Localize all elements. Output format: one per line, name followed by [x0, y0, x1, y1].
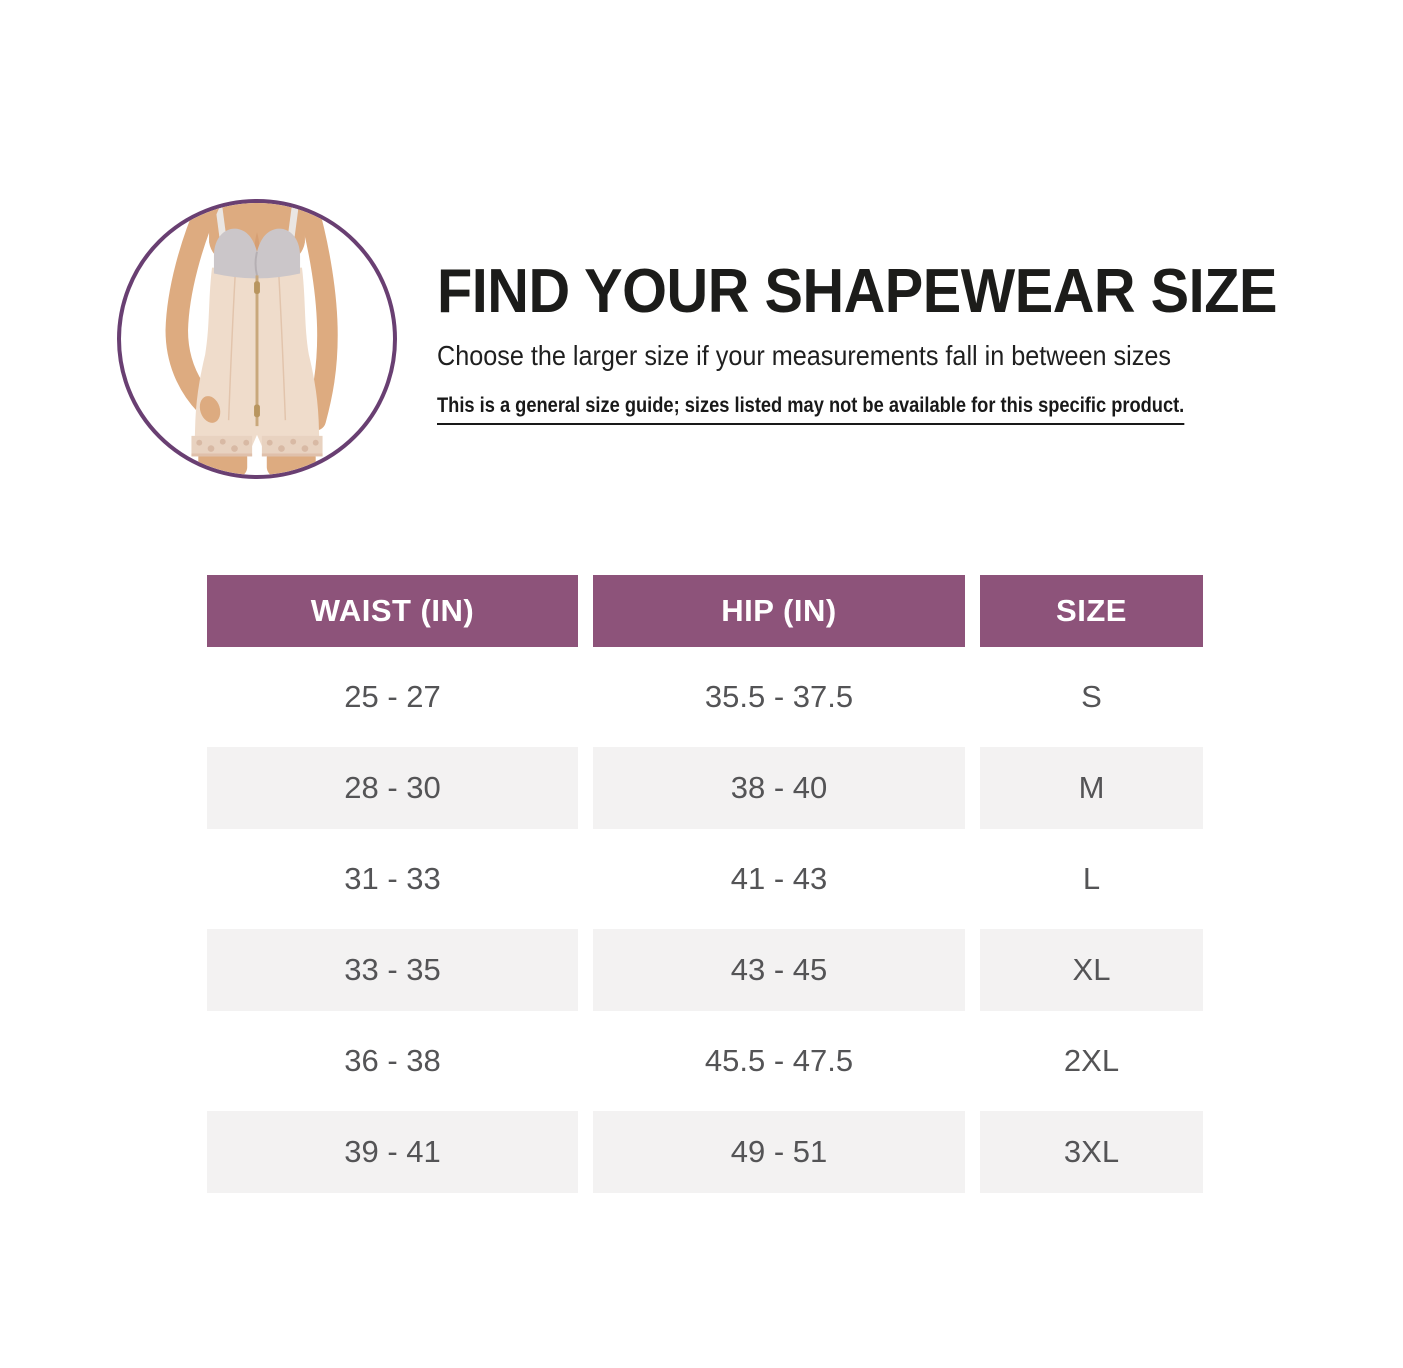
size-cell: 3XL: [980, 1111, 1203, 1193]
page-title: FIND YOUR SHAPEWEAR SIZE: [437, 257, 1277, 326]
subtitle: Choose the larger size if your measureme…: [437, 340, 1171, 371]
waist-cell: 31 - 33: [207, 838, 578, 920]
hip-cell: 35.5 - 37.5: [593, 656, 965, 738]
model-photo-circle: [117, 199, 397, 479]
hip-cell: 49 - 51: [593, 1111, 965, 1193]
column-header-hip: HIP (IN): [593, 575, 965, 647]
size-cell: S: [980, 656, 1203, 738]
waist-cell: 33 - 35: [207, 929, 578, 1011]
waist-cell: 25 - 27: [207, 656, 578, 738]
shapewear-model-image: [165, 203, 338, 475]
size-cell: XL: [980, 929, 1203, 1011]
size-guide-hero: FIND YOUR SHAPEWEAR SIZE Choose the larg…: [437, 261, 1297, 425]
hip-cell: 38 - 40: [593, 747, 965, 829]
column-header-waist: WAIST (IN): [207, 575, 578, 647]
hip-cell: 43 - 45: [593, 929, 965, 1011]
size-cell: L: [980, 838, 1203, 920]
size-cell: M: [980, 747, 1203, 829]
waist-cell: 39 - 41: [207, 1111, 578, 1193]
column-header-size: SIZE: [980, 575, 1203, 647]
hip-cell: 41 - 43: [593, 838, 965, 920]
waist-cell: 36 - 38: [207, 1020, 578, 1102]
size-cell: 2XL: [980, 1020, 1203, 1102]
size-table: WAIST (IN) HIP (IN) SIZE 25 - 27 35.5 - …: [207, 575, 1203, 1193]
waist-cell: 28 - 30: [207, 747, 578, 829]
hip-cell: 45.5 - 47.5: [593, 1020, 965, 1102]
availability-note: This is a general size guide; sizes list…: [437, 395, 1185, 425]
